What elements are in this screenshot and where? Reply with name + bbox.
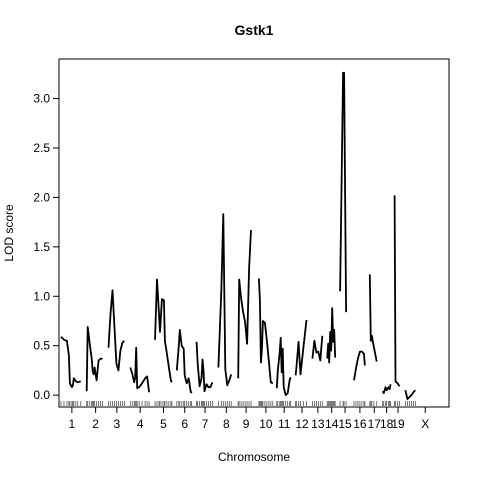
- x-axis-label: Chromosome: [218, 450, 290, 464]
- lod-line-chr-17: [368, 274, 378, 362]
- x-tick-label-chr-8: 8: [223, 417, 230, 431]
- lod-line-chr-X: [404, 389, 416, 401]
- lod-line-chr-15: [339, 71, 347, 313]
- marker-rug: [60, 401, 416, 406]
- y-axis-label: LOD score: [2, 204, 16, 262]
- lod-line-chr-2: [85, 325, 103, 392]
- lod-line-chr-4: [129, 346, 150, 393]
- lod-line-chr-13: [311, 335, 324, 362]
- x-tick-label-chr-16: 16: [353, 417, 367, 431]
- y-tick-label: 2.5: [33, 141, 50, 155]
- y-tick-label: 2.0: [33, 190, 50, 204]
- x-tick-label-chr-17: 17: [368, 417, 382, 431]
- lod-line-chr-19: [393, 195, 401, 387]
- x-tick-label-chr-10: 10: [259, 417, 273, 431]
- lod-line-chr-9: [237, 229, 252, 379]
- lod-line-chr-14: [326, 307, 337, 364]
- x-tick-label-chr-9: 9: [243, 417, 250, 431]
- y-tick-label: 0.0: [33, 388, 50, 402]
- lod-line-chr-11: [275, 336, 292, 397]
- lod-line-chr-3: [107, 289, 125, 372]
- x-tick-label-chr-6: 6: [181, 417, 188, 431]
- x-tick-label-chr-12: 12: [295, 417, 309, 431]
- lod-line-chr-12: [294, 319, 308, 376]
- lod-line-chr-8: [217, 213, 233, 387]
- x-tick-label-chr-15: 15: [338, 417, 352, 431]
- lod-line-chr-1: [60, 336, 82, 389]
- lod-line-chr-16: [353, 350, 366, 381]
- x-tick-label-chr-4: 4: [137, 417, 144, 431]
- lod-line-chr-7: [195, 341, 214, 393]
- y-tick-label: 1.5: [33, 240, 50, 254]
- x-tick-label-chr-11: 11: [278, 417, 291, 431]
- x-tick-label-chr-2: 2: [92, 417, 99, 431]
- lod-line-chr-10: [258, 278, 274, 385]
- x-tick-label-chr-14: 14: [325, 417, 339, 431]
- chart-title: Gstk1: [235, 22, 274, 38]
- lod-line-chr-18: [381, 384, 392, 395]
- y-tick-label: 1.0: [33, 289, 50, 303]
- y-axis: 0.0 0.5 1.0 1.5 2.0 2.5 3.0: [33, 92, 59, 402]
- x-tick-label-chr-1: 1: [69, 417, 76, 431]
- x-tick-label-chr-X: X: [421, 417, 429, 431]
- plot-frame: [58, 58, 450, 408]
- x-tick-label-chr-7: 7: [202, 417, 209, 431]
- x-tick-label-chr-18: 18: [380, 417, 394, 431]
- x-tick-label-chr-13: 13: [311, 417, 325, 431]
- y-tick-label: 0.5: [33, 339, 50, 353]
- x-tick-label-chr-3: 3: [114, 417, 121, 431]
- x-tick-label-chr-5: 5: [160, 417, 167, 431]
- y-tick-label: 3.0: [33, 92, 50, 106]
- lod-line-chr-5: [154, 278, 173, 383]
- x-tick-label-chr-19: 19: [391, 417, 405, 431]
- lod-line-chr-6: [175, 328, 193, 394]
- lod-series: [60, 71, 416, 401]
